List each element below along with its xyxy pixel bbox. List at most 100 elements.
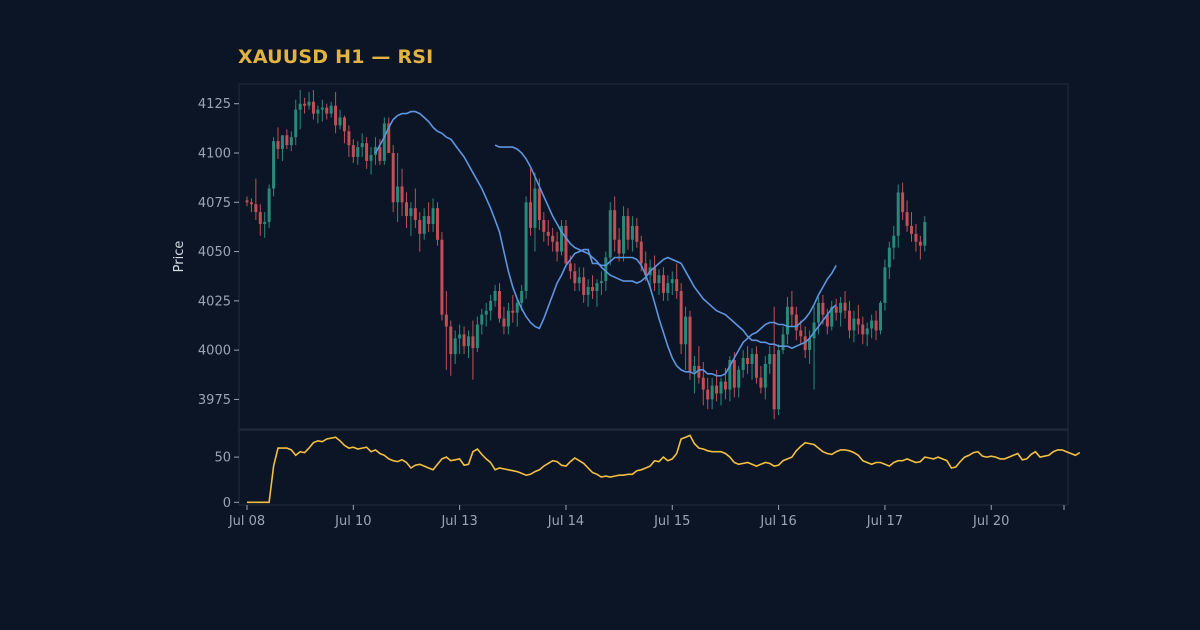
candle	[263, 212, 267, 238]
candle	[329, 101, 333, 118]
candle-body	[378, 147, 382, 161]
candle-body	[768, 354, 772, 364]
candle-body	[555, 241, 559, 252]
candle	[338, 109, 342, 130]
candle	[462, 326, 466, 355]
candle-body	[799, 330, 803, 337]
candle-body	[489, 300, 493, 311]
candle-body	[892, 235, 896, 248]
candle-body	[334, 105, 338, 126]
candle	[679, 283, 683, 355]
candle	[626, 208, 630, 250]
candle-body	[852, 318, 856, 331]
candle	[453, 330, 457, 364]
candle-body	[834, 306, 838, 313]
candle-body	[546, 231, 550, 236]
candle	[701, 361, 705, 406]
rsi-line	[247, 434, 1081, 504]
candle-body	[843, 302, 847, 311]
candle-body	[351, 145, 355, 157]
ma-lines-layer	[374, 110, 837, 377]
candle-body	[537, 188, 541, 221]
candle	[790, 291, 794, 327]
candle-body	[502, 318, 506, 327]
candle	[431, 198, 435, 232]
candle	[551, 227, 555, 252]
candle-body	[697, 365, 701, 378]
candle-body	[732, 360, 736, 388]
candle-body	[506, 310, 510, 327]
candle-body	[613, 210, 617, 240]
candle	[356, 141, 360, 165]
candle	[347, 125, 351, 157]
candle	[719, 377, 723, 406]
candle-body	[684, 316, 688, 345]
candle-body	[391, 153, 395, 203]
candle-body	[400, 186, 404, 203]
candle	[409, 202, 413, 236]
candle-body	[573, 271, 577, 284]
candle-body	[267, 188, 271, 222]
candle-body	[307, 101, 311, 106]
candle	[728, 356, 732, 402]
chart-title: XAUUSD H1 — RSI	[238, 46, 434, 68]
candle	[546, 220, 550, 246]
candle	[794, 306, 798, 341]
candle-body	[418, 220, 422, 234]
date-tick-label: Jul 13	[440, 514, 477, 529]
candle-body	[289, 137, 293, 146]
candle-body	[599, 281, 603, 284]
candle	[444, 291, 448, 370]
candle	[533, 172, 537, 252]
candle-body	[427, 216, 431, 224]
candle	[351, 139, 355, 163]
candle-body	[608, 210, 612, 258]
rsi-tick-label: 50	[214, 451, 231, 466]
candle-body	[657, 275, 661, 284]
candle	[435, 202, 439, 246]
candle-body	[839, 302, 843, 313]
candle-body	[254, 204, 258, 213]
candle-body	[582, 277, 586, 295]
price-tick-label: 4050	[198, 245, 231, 260]
candle-body	[498, 291, 502, 319]
candle-body	[373, 147, 377, 155]
candle	[258, 204, 262, 236]
candle-body	[830, 306, 834, 327]
candle-body	[794, 314, 798, 331]
candle-body	[910, 225, 913, 234]
candle	[342, 115, 346, 144]
price-tick-label: 4000	[198, 344, 231, 359]
axes-layer: 3975 4000 4025 4050 4075 4100 4125 0 50 Jul 08 Jul…	[198, 97, 1065, 529]
candle-body	[440, 239, 444, 315]
candle-body	[754, 354, 758, 378]
candle-body	[396, 186, 400, 203]
date-tick-label: Jul 16	[759, 514, 796, 529]
candle	[427, 202, 431, 232]
candle-body	[666, 283, 670, 293]
candle	[307, 91, 311, 110]
candle	[595, 279, 599, 307]
candle	[311, 89, 315, 120]
candle	[280, 135, 284, 161]
candle	[471, 320, 475, 380]
candle	[883, 259, 887, 311]
candle	[750, 348, 754, 380]
price-tick-label: 4025	[198, 294, 231, 309]
candle-body	[644, 263, 648, 276]
candle	[276, 127, 280, 159]
candle	[529, 168, 533, 236]
candle	[613, 196, 617, 252]
candle	[706, 377, 710, 410]
candle-body	[524, 202, 528, 291]
candle-body	[431, 208, 435, 224]
candle-body	[661, 275, 665, 293]
candle	[267, 184, 271, 228]
candle-body	[409, 208, 413, 217]
candle	[918, 235, 922, 260]
candle-body	[626, 216, 630, 240]
candle	[524, 196, 528, 299]
candle	[852, 310, 856, 343]
candle	[781, 326, 785, 355]
candle	[373, 137, 377, 165]
